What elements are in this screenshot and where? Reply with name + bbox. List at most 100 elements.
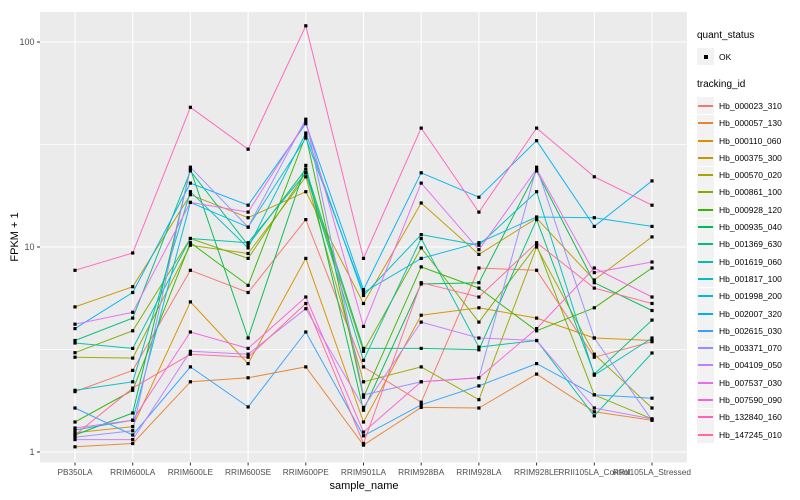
legend-key-label: Hb_147245_010: [719, 429, 782, 440]
data-point: [477, 286, 481, 290]
data-point: [419, 365, 423, 369]
legend-key-Hb_147245_010: Hb_147245_010: [697, 426, 782, 444]
data-point: [535, 139, 539, 143]
x-tick-label: PB350LA: [57, 467, 93, 477]
legend-title-tracking-id: tracking_id: [697, 79, 746, 91]
data-point: [592, 224, 596, 228]
data-point: [188, 352, 192, 356]
legend: quant_status OK tracking_id Hb_000023_31…: [697, 30, 782, 444]
line-swatch-icon: [698, 416, 713, 419]
line-swatch-icon: [698, 312, 713, 315]
line-swatch-icon: [698, 295, 713, 298]
legend-key-Hb_000570_020: Hb_000570_020: [697, 166, 782, 184]
data-point: [535, 165, 539, 169]
data-point: [361, 395, 366, 399]
legend-key-label: Hb_007590_090: [719, 394, 782, 405]
legend-swatch: [697, 374, 714, 392]
x-tick-label: RRIM600SE: [225, 467, 272, 477]
data-point: [477, 295, 481, 299]
data-point: [477, 243, 481, 247]
line-swatch-icon: [698, 139, 713, 142]
data-point: [592, 352, 596, 356]
line-swatch-icon: [698, 347, 713, 350]
data-point: [650, 179, 654, 183]
data-point: [188, 193, 192, 197]
legend-key-label: Hb_000928_120: [719, 204, 782, 215]
data-point: [73, 428, 77, 432]
data-point: [592, 355, 596, 359]
legend-key-label: Hb_001998_200: [719, 291, 782, 302]
tracking-id-keys: Hb_000023_310 Hb_000057_130 Hb_000110_060 H…: [697, 97, 782, 444]
legend-key-Hb_003371_070: Hb_003371_070: [697, 339, 782, 357]
legend-key-label: Hb_002615_030: [719, 325, 782, 336]
gridlines: [40, 12, 687, 463]
x-tick-label: RRIM928BA: [398, 467, 445, 477]
data-point: [131, 380, 135, 384]
data-point: [304, 330, 308, 334]
data-point: [73, 322, 77, 326]
data-point: [246, 290, 250, 295]
legend-key-label: Hb_000861_100: [719, 187, 782, 198]
data-point: [535, 126, 539, 130]
legend-key-label: Hb_000935_040: [719, 222, 782, 233]
data-point: [304, 119, 308, 123]
data-point: [131, 346, 135, 350]
data-point: [304, 365, 308, 369]
line-swatch-icon: [698, 243, 713, 246]
line-swatch-icon: [698, 433, 713, 436]
data-point: [131, 438, 135, 442]
data-point: [304, 131, 308, 135]
data-point: [246, 355, 250, 359]
data-points: [73, 24, 654, 449]
data-point: [188, 181, 192, 185]
legend-key-label: Hb_004109_050: [719, 360, 782, 371]
data-point: [535, 190, 539, 194]
legend-key-label: Hb_000110_060: [719, 135, 782, 146]
data-point: [535, 268, 539, 272]
data-point: [304, 133, 308, 138]
legend-key-Hb_000928_120: Hb_000928_120: [697, 201, 782, 219]
data-point: [304, 122, 308, 126]
data-point: [131, 425, 135, 429]
data-point: [650, 406, 654, 410]
data-point: [592, 336, 596, 340]
data-point: [419, 236, 423, 241]
legend-key-Hb_000861_100: Hb_000861_100: [697, 183, 782, 201]
data-point: [73, 355, 77, 359]
data-point: [246, 241, 250, 245]
legend-swatch: [697, 183, 714, 201]
data-point: [650, 336, 654, 340]
x-tick-label: RRIM928LE: [514, 467, 560, 477]
legend-swatch: [697, 322, 714, 340]
line-swatch-icon: [698, 398, 713, 401]
data-point: [592, 175, 596, 179]
x-tick-label: RRIM600PE: [283, 467, 330, 477]
data-point: [650, 318, 654, 322]
legend-swatch: [697, 253, 714, 271]
data-point: [131, 411, 135, 415]
data-point: [246, 405, 250, 409]
data-point: [188, 236, 192, 241]
data-point: [73, 438, 77, 442]
data-point: [535, 372, 539, 376]
data-point: [361, 365, 366, 369]
data-point: [592, 393, 596, 397]
line-swatch-icon: [698, 329, 713, 332]
legend-swatch: [697, 48, 714, 66]
data-point: [650, 235, 654, 239]
data-point: [188, 300, 192, 304]
legend-swatch: [697, 270, 714, 288]
data-point: [535, 243, 539, 247]
data-point: [304, 307, 308, 311]
data-point: [131, 316, 135, 320]
data-point: [246, 203, 250, 207]
data-point: [246, 251, 250, 256]
data-point: [246, 336, 250, 340]
legend-key-Hb_000375_300: Hb_000375_300: [697, 149, 782, 167]
data-point: [650, 417, 654, 421]
point-swatch-icon: [703, 54, 708, 59]
data-point: [246, 283, 250, 287]
data-point: [304, 24, 308, 28]
data-point: [535, 245, 539, 249]
data-point: [419, 246, 423, 250]
